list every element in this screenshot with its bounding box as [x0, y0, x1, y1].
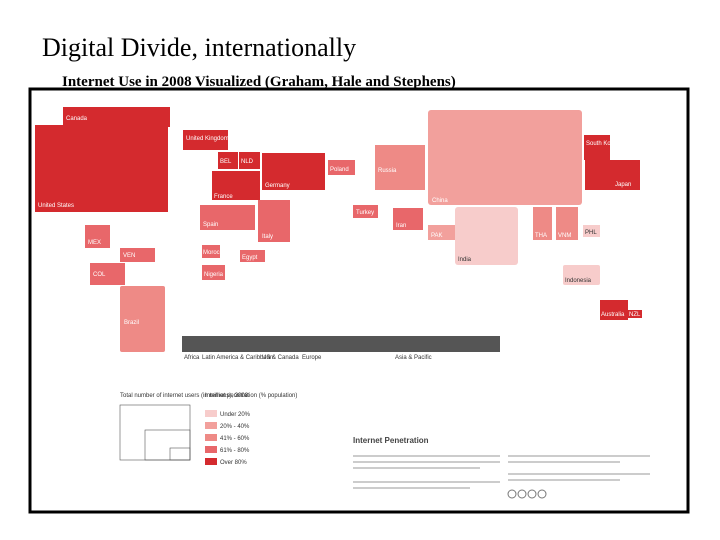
region-label: US & Canada [262, 355, 299, 361]
legend-label: 41% - 60% [220, 436, 250, 442]
country [375, 145, 425, 190]
country [393, 208, 423, 230]
info-panel: Internet Penetration [353, 436, 650, 499]
swatch [205, 422, 217, 429]
swatch [205, 434, 217, 441]
legend-label: 20% - 40% [220, 424, 250, 430]
region-label: Africa [184, 355, 200, 361]
country-label: Japan [615, 182, 631, 188]
country-label: United Kingdom [186, 136, 229, 142]
country-label: BEL [220, 159, 232, 165]
country [63, 107, 170, 127]
country-label: Germany [265, 183, 290, 189]
country [556, 207, 578, 240]
country-label: Brazil [124, 320, 139, 326]
region-label: Asia & Pacific [395, 355, 432, 361]
swatch [205, 446, 217, 453]
country [212, 171, 260, 200]
country [258, 200, 290, 242]
country-label: Italy [262, 234, 273, 240]
country-label: Iran [396, 223, 406, 229]
country [428, 225, 455, 240]
country [35, 125, 168, 212]
country [600, 300, 628, 320]
license-icons [507, 489, 547, 499]
legend: Total number of internet users (in milli… [119, 393, 297, 466]
country [583, 225, 600, 237]
country [120, 286, 165, 352]
country-label: Australia [601, 312, 625, 318]
country-label: THA [535, 233, 547, 239]
country [200, 205, 255, 230]
legend-label: 61% - 80% [220, 448, 250, 454]
country [428, 110, 582, 205]
country [90, 263, 125, 285]
fine-print [353, 455, 650, 489]
country-label: Morocco [203, 250, 227, 256]
region-label: Latin America & Caribbean [202, 355, 273, 361]
size-square [169, 447, 191, 461]
country-label: NLD [241, 159, 254, 165]
legend-title: Internet penetration (% population) [205, 393, 297, 399]
country-label: PAK [431, 233, 443, 239]
country-label: France [214, 194, 233, 200]
country-label: Spain [203, 222, 218, 228]
country-label: PHL [585, 230, 597, 236]
country [328, 160, 355, 175]
region-labels: Africa Latin America & Caribbean US & Ca… [184, 355, 432, 361]
country [239, 152, 260, 169]
legend-title: Total number of internet users (in milli… [120, 393, 249, 399]
country-label: NZL [629, 312, 641, 318]
country-label: COL [93, 272, 106, 278]
country-label: VEN [123, 253, 135, 259]
country-label: China [432, 198, 448, 204]
country-label: United States [38, 203, 74, 209]
size-square [144, 429, 191, 461]
panel-title: Internet Penetration [353, 436, 429, 445]
country [202, 265, 225, 280]
country [262, 153, 325, 190]
country [533, 207, 552, 240]
country [628, 310, 642, 318]
country [202, 245, 220, 258]
user-figures [182, 336, 500, 352]
slide-title: Digital Divide, internationally [42, 33, 356, 62]
country-label: Poland [330, 167, 349, 173]
country-label: Russia [378, 168, 397, 174]
legend-label: Under 20% [220, 412, 251, 418]
legend-label: Over 80% [220, 460, 247, 466]
country [120, 248, 155, 262]
country-label: South Korea [586, 141, 620, 147]
country [240, 250, 265, 262]
country [563, 265, 600, 285]
country-label: Indonesia [565, 278, 592, 284]
population-row [182, 336, 500, 352]
country [353, 205, 378, 218]
country-label: MEX [88, 240, 101, 246]
country-label: India [458, 257, 472, 263]
country [584, 135, 610, 160]
country-label: VNM [558, 233, 571, 239]
country [85, 225, 110, 248]
slide-subtitle: Internet Use in 2008 Visualized (Graham,… [62, 74, 456, 90]
country-label: Turkey [356, 210, 374, 216]
region-label: Europe [302, 355, 322, 361]
country [455, 207, 518, 265]
cartogram: Canada United States United Kingdom BEL … [35, 107, 642, 352]
swatch [205, 458, 217, 465]
country [218, 152, 238, 169]
country [585, 160, 640, 190]
country-label: Egypt [242, 255, 258, 261]
country-label: Nigeria [204, 272, 224, 278]
country [183, 130, 228, 150]
swatch [205, 410, 217, 417]
country-label: Canada [66, 116, 88, 122]
